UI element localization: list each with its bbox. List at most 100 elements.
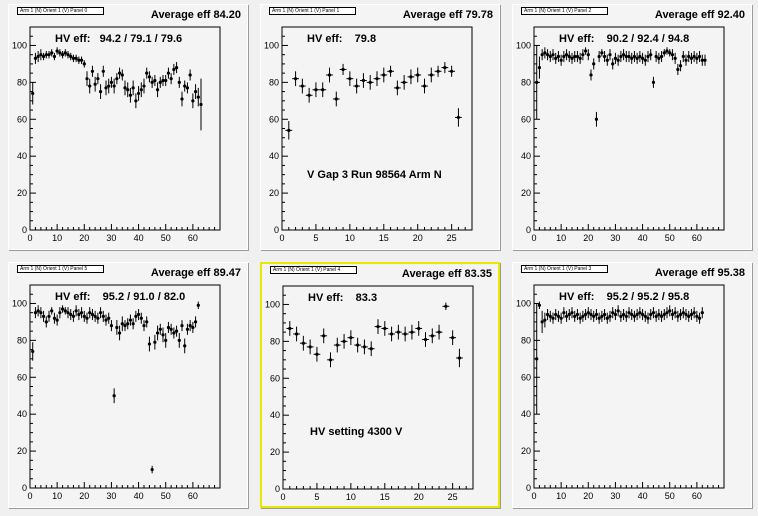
marker (619, 314, 623, 318)
marker (158, 80, 162, 84)
y-tick-label: 100 (264, 40, 279, 50)
marker (437, 330, 441, 334)
data-point (52, 52, 57, 61)
marker (142, 84, 146, 88)
marker (659, 314, 664, 318)
pad-panel-5[interactable]: 0 10 20 30 40 50 60 0 20 40 60 80 100 Arm 1 (N) Orie… (8, 262, 248, 508)
data-point (177, 332, 181, 348)
data-point (456, 348, 463, 368)
data-point (551, 49, 555, 61)
marker (605, 316, 609, 320)
data-point (537, 56, 542, 79)
data-point (640, 308, 645, 321)
y-tick-label: 60 (269, 114, 279, 124)
y-tick-label: 40 (269, 151, 279, 161)
marker (692, 311, 696, 315)
data-point (346, 71, 354, 87)
marker (457, 356, 462, 360)
marker (166, 71, 171, 75)
average-eff-label: Average eff 83.35 (401, 268, 492, 280)
marker (564, 53, 569, 57)
data-point (434, 65, 442, 77)
data-point (684, 308, 688, 321)
data-point (66, 307, 70, 319)
data-point (684, 54, 688, 66)
data-point (583, 47, 588, 55)
data-point (643, 310, 647, 322)
marker (583, 49, 588, 53)
data-point (662, 308, 666, 321)
average-eff-label: Average eff 84.20 (150, 9, 241, 21)
data-point (651, 76, 656, 88)
y-tick-label: 80 (270, 336, 280, 346)
data-point (594, 111, 599, 127)
marker (153, 340, 157, 344)
data-point (651, 307, 656, 319)
data-point (285, 121, 293, 140)
data-point (47, 310, 51, 322)
data-point (659, 50, 664, 63)
data-point (69, 52, 73, 61)
data-point (305, 87, 313, 103)
marker (107, 84, 111, 88)
plot-panel-0: 0 10 20 30 40 50 60 0 20 40 60 80 100 (12, 26, 221, 243)
data-point (624, 50, 628, 63)
pad-panel-3[interactable]: 0 10 20 30 40 50 60 0 20 40 60 80 100 Arm 1 (N) Orie… (512, 262, 752, 508)
marker (180, 324, 184, 328)
data-point (611, 307, 615, 319)
marker (52, 54, 57, 59)
data-point (570, 307, 574, 319)
marker (670, 53, 675, 57)
x-tick-label: 40 (134, 233, 144, 243)
marker (409, 75, 413, 79)
pad-title: Arm 1 (N) Orient 1 (V) Panel 3 (521, 265, 609, 273)
data-point (313, 346, 321, 362)
y-tick-label: 0 (526, 483, 531, 493)
marker (134, 99, 138, 103)
pad-panel-4[interactable]: 0 5 10 15 20 25 0 20 40 60 80 100 Arm 1 (N) Orient … (260, 262, 500, 508)
data-point (670, 49, 675, 61)
x-tick-label: 20 (413, 233, 423, 243)
marker (564, 314, 569, 318)
data-point (123, 80, 127, 96)
average-eff-label: Average eff 89.47 (150, 267, 241, 279)
marker (649, 312, 653, 317)
marker (676, 314, 680, 318)
pad-panel-2[interactable]: 0 10 20 30 40 50 60 0 20 40 60 80 100 Arm 1 (N) Orie… (512, 4, 752, 250)
data-point (71, 310, 76, 322)
marker (559, 58, 563, 62)
data-point (69, 308, 73, 321)
marker (567, 312, 571, 317)
y-tick-label: 100 (265, 299, 280, 309)
data-point (570, 52, 574, 64)
marker (177, 80, 181, 84)
marker (199, 102, 203, 107)
data-point (654, 310, 658, 322)
marker (643, 314, 647, 318)
marker (673, 311, 677, 315)
y-tick-label: 60 (521, 372, 531, 382)
data-point (177, 76, 181, 88)
marker (180, 97, 184, 101)
pad-panel-1[interactable]: 0 5 10 15 20 25 0 20 40 60 80 100 Arm 1 (N) Orient … (260, 4, 500, 250)
data-point (158, 76, 162, 88)
marker (570, 311, 574, 315)
data-point (79, 56, 84, 64)
marker (115, 77, 119, 81)
data-point (332, 91, 340, 107)
data-point (169, 323, 173, 335)
marker (451, 336, 455, 340)
x-tick-label: 0 (531, 233, 536, 243)
marker (611, 62, 615, 66)
pad-title: Arm 1 (N) Orient 1 (V) Panel 4 (270, 266, 358, 274)
data-point (388, 326, 395, 342)
marker (627, 311, 631, 315)
pad-panel-0[interactable]: 0 10 20 30 40 50 60 0 20 40 60 80 100 Arm 1 (N) Orie… (8, 4, 248, 250)
marker (700, 58, 704, 62)
marker (77, 58, 81, 62)
data-point (673, 307, 677, 319)
data-point (128, 314, 133, 326)
marker (646, 316, 650, 320)
x-tick-label: 40 (638, 233, 648, 243)
marker (540, 320, 544, 324)
